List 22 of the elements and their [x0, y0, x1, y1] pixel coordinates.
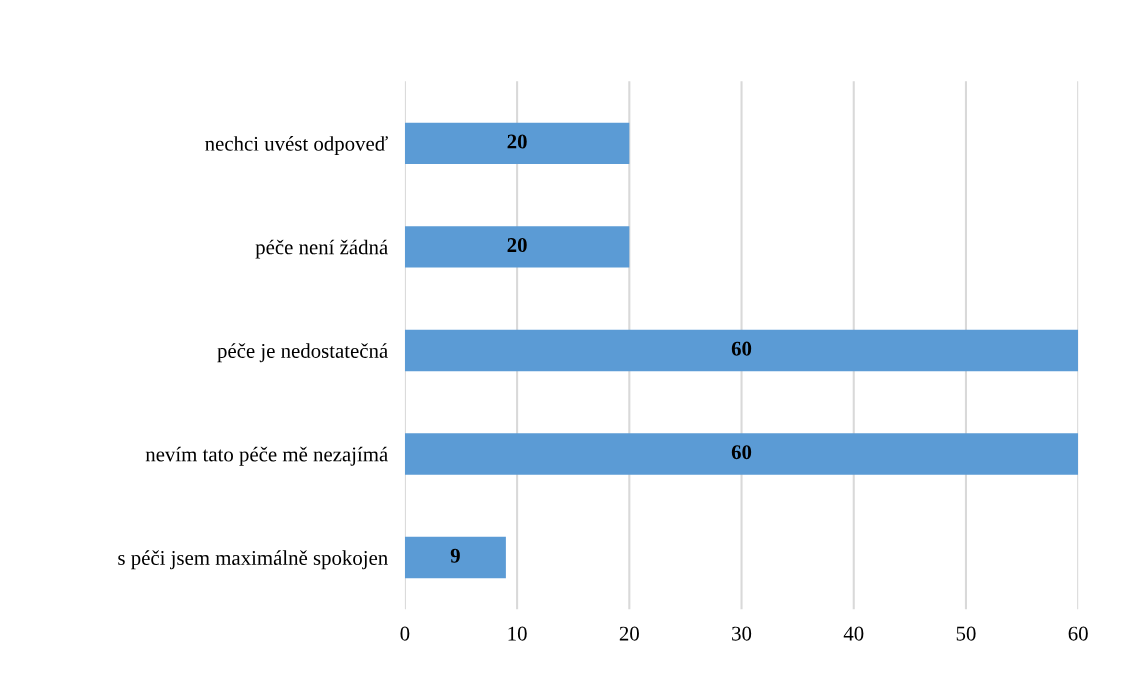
x-tick-label: 0 — [400, 626, 410, 641]
x-tick-label: 20 — [619, 626, 639, 641]
x-tick-label: 60 — [1068, 626, 1088, 641]
data-label: 20 — [507, 134, 527, 149]
bar — [404, 433, 1079, 475]
y-tick-label: s péči jsem maximálně spokojen — [118, 550, 388, 570]
y-tick-label: péče není žádná — [255, 239, 388, 259]
y-tick-label: nechci uvést odpoveď — [205, 136, 388, 156]
x-tick-label: 10 — [508, 626, 527, 641]
bar — [404, 226, 630, 268]
data-label: 60 — [731, 445, 752, 460]
x-tick-label: 50 — [956, 626, 976, 641]
bar — [404, 329, 1079, 372]
y-tick-label: nevím tato péče mě nezajímá — [145, 446, 388, 466]
data-label: 20 — [507, 238, 527, 253]
data-label: 60 — [731, 341, 752, 356]
bar — [404, 536, 506, 579]
bar — [404, 122, 630, 165]
data-label: 9 — [450, 548, 460, 563]
x-tick-label: 30 — [732, 626, 752, 641]
y-tick-label: péče je nedostatečná — [217, 343, 388, 363]
x-tick-label: 40 — [843, 626, 864, 641]
